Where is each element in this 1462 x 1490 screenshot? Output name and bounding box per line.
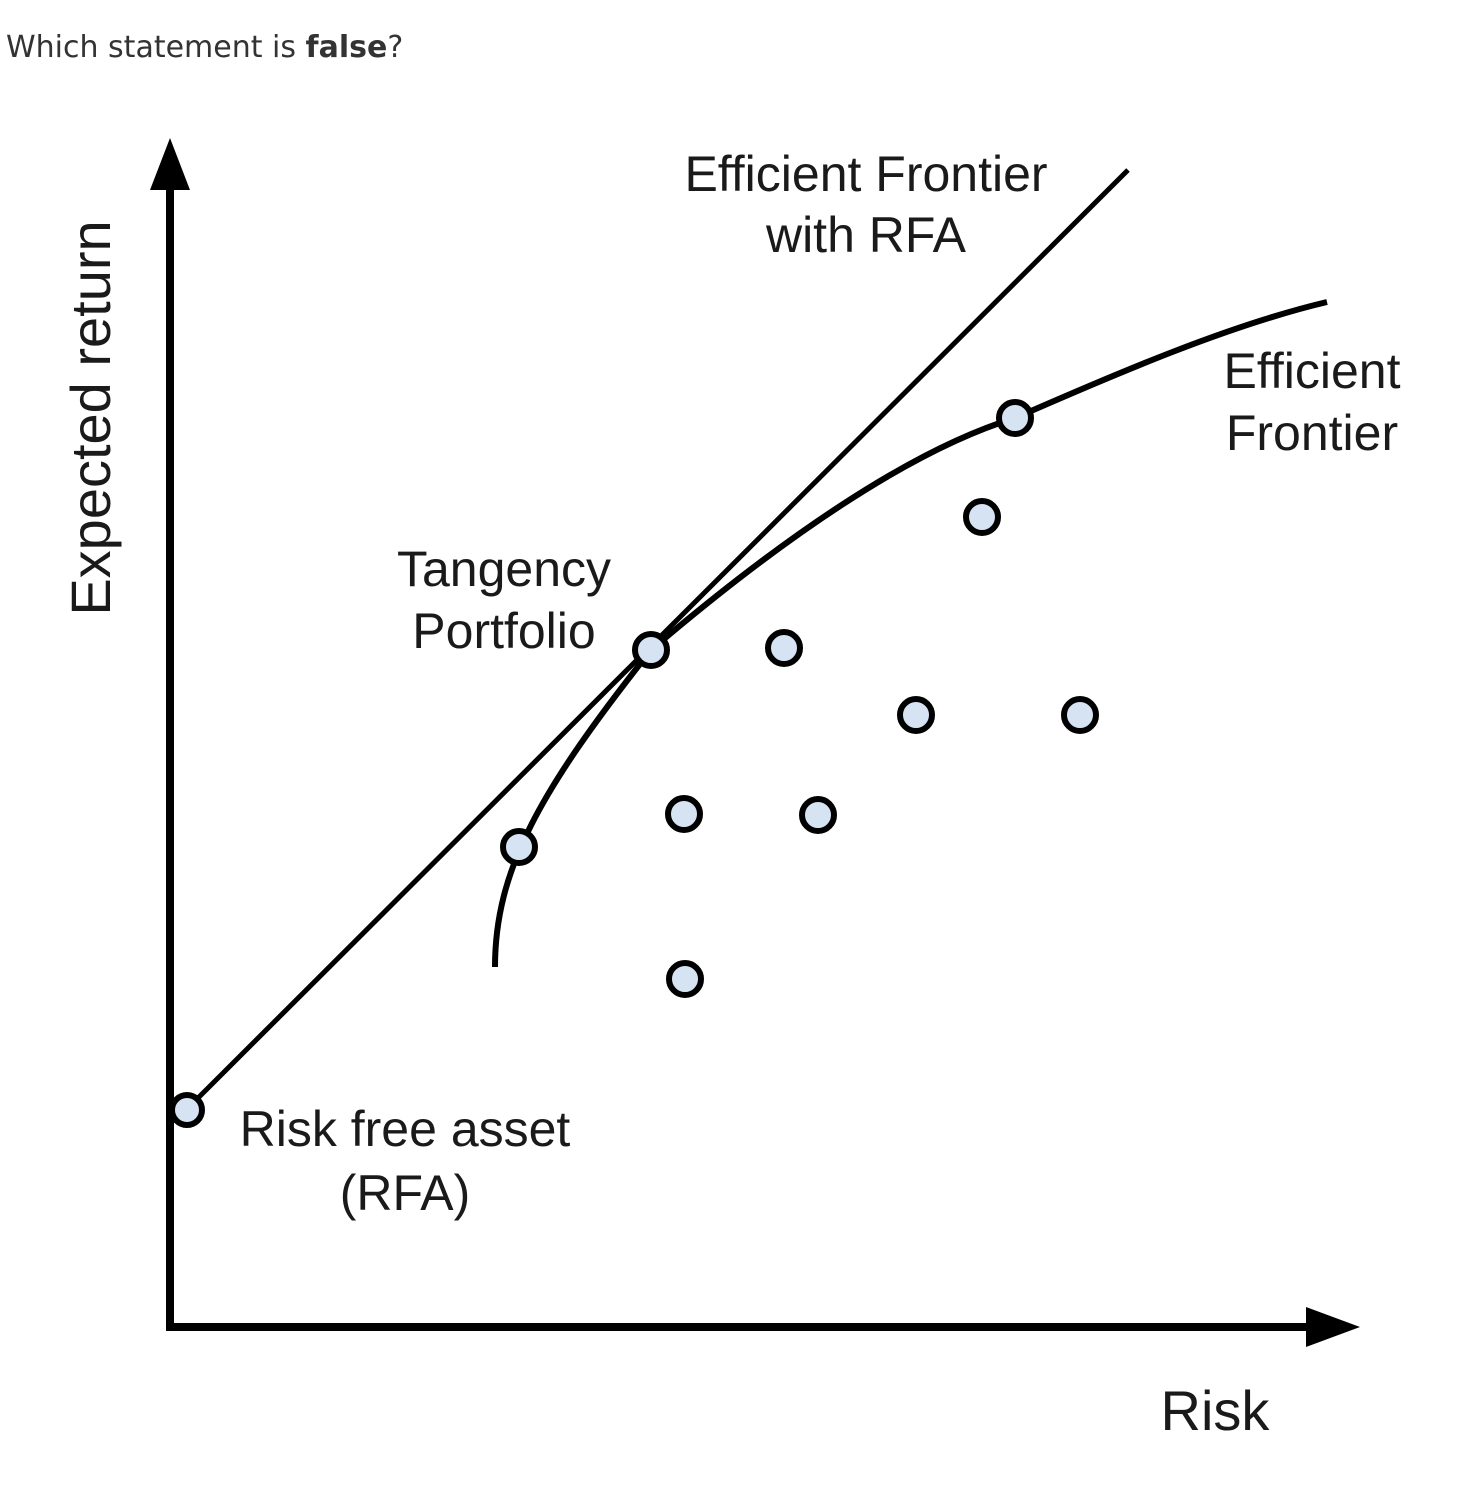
x-axis-arrowhead (1306, 1307, 1360, 1347)
asset-point (963, 498, 1001, 536)
frontier-point-high (996, 399, 1034, 437)
question-prefix: Which statement is (6, 30, 306, 65)
efficient-frontier-curve (492, 299, 1328, 968)
rfa-label-line2: (RFA) (340, 1165, 471, 1221)
y-axis-arrowhead (150, 138, 190, 190)
asset-point (666, 960, 704, 998)
question-suffix: ? (387, 30, 404, 65)
rfa-label-line1: Risk free asset (240, 1101, 571, 1157)
cml-label-line2: with RFA (765, 207, 967, 263)
y-axis-label: Expected return (59, 220, 122, 615)
frontier-label-line2: Frontier (1226, 405, 1398, 461)
frontier-label-line1: Efficient (1224, 343, 1401, 399)
portfolio-points (169, 399, 1099, 1128)
rfa-point (169, 1092, 205, 1128)
asset-point (665, 795, 703, 833)
cml-label-line1: Efficient Frontier (684, 146, 1047, 202)
asset-point (765, 629, 803, 667)
tangency-point (632, 631, 670, 669)
asset-point (799, 796, 837, 834)
frontier-point-low (500, 828, 538, 866)
asset-point (1061, 696, 1099, 734)
x-axis-label: Risk (1161, 1379, 1271, 1442)
tangency-label-line2: Portfolio (412, 603, 595, 659)
question-emphasis: false (305, 30, 388, 65)
tangency-label-line1: Tangency (397, 541, 611, 597)
question-text: Which statement is false? (6, 30, 403, 65)
asset-point (897, 696, 935, 734)
